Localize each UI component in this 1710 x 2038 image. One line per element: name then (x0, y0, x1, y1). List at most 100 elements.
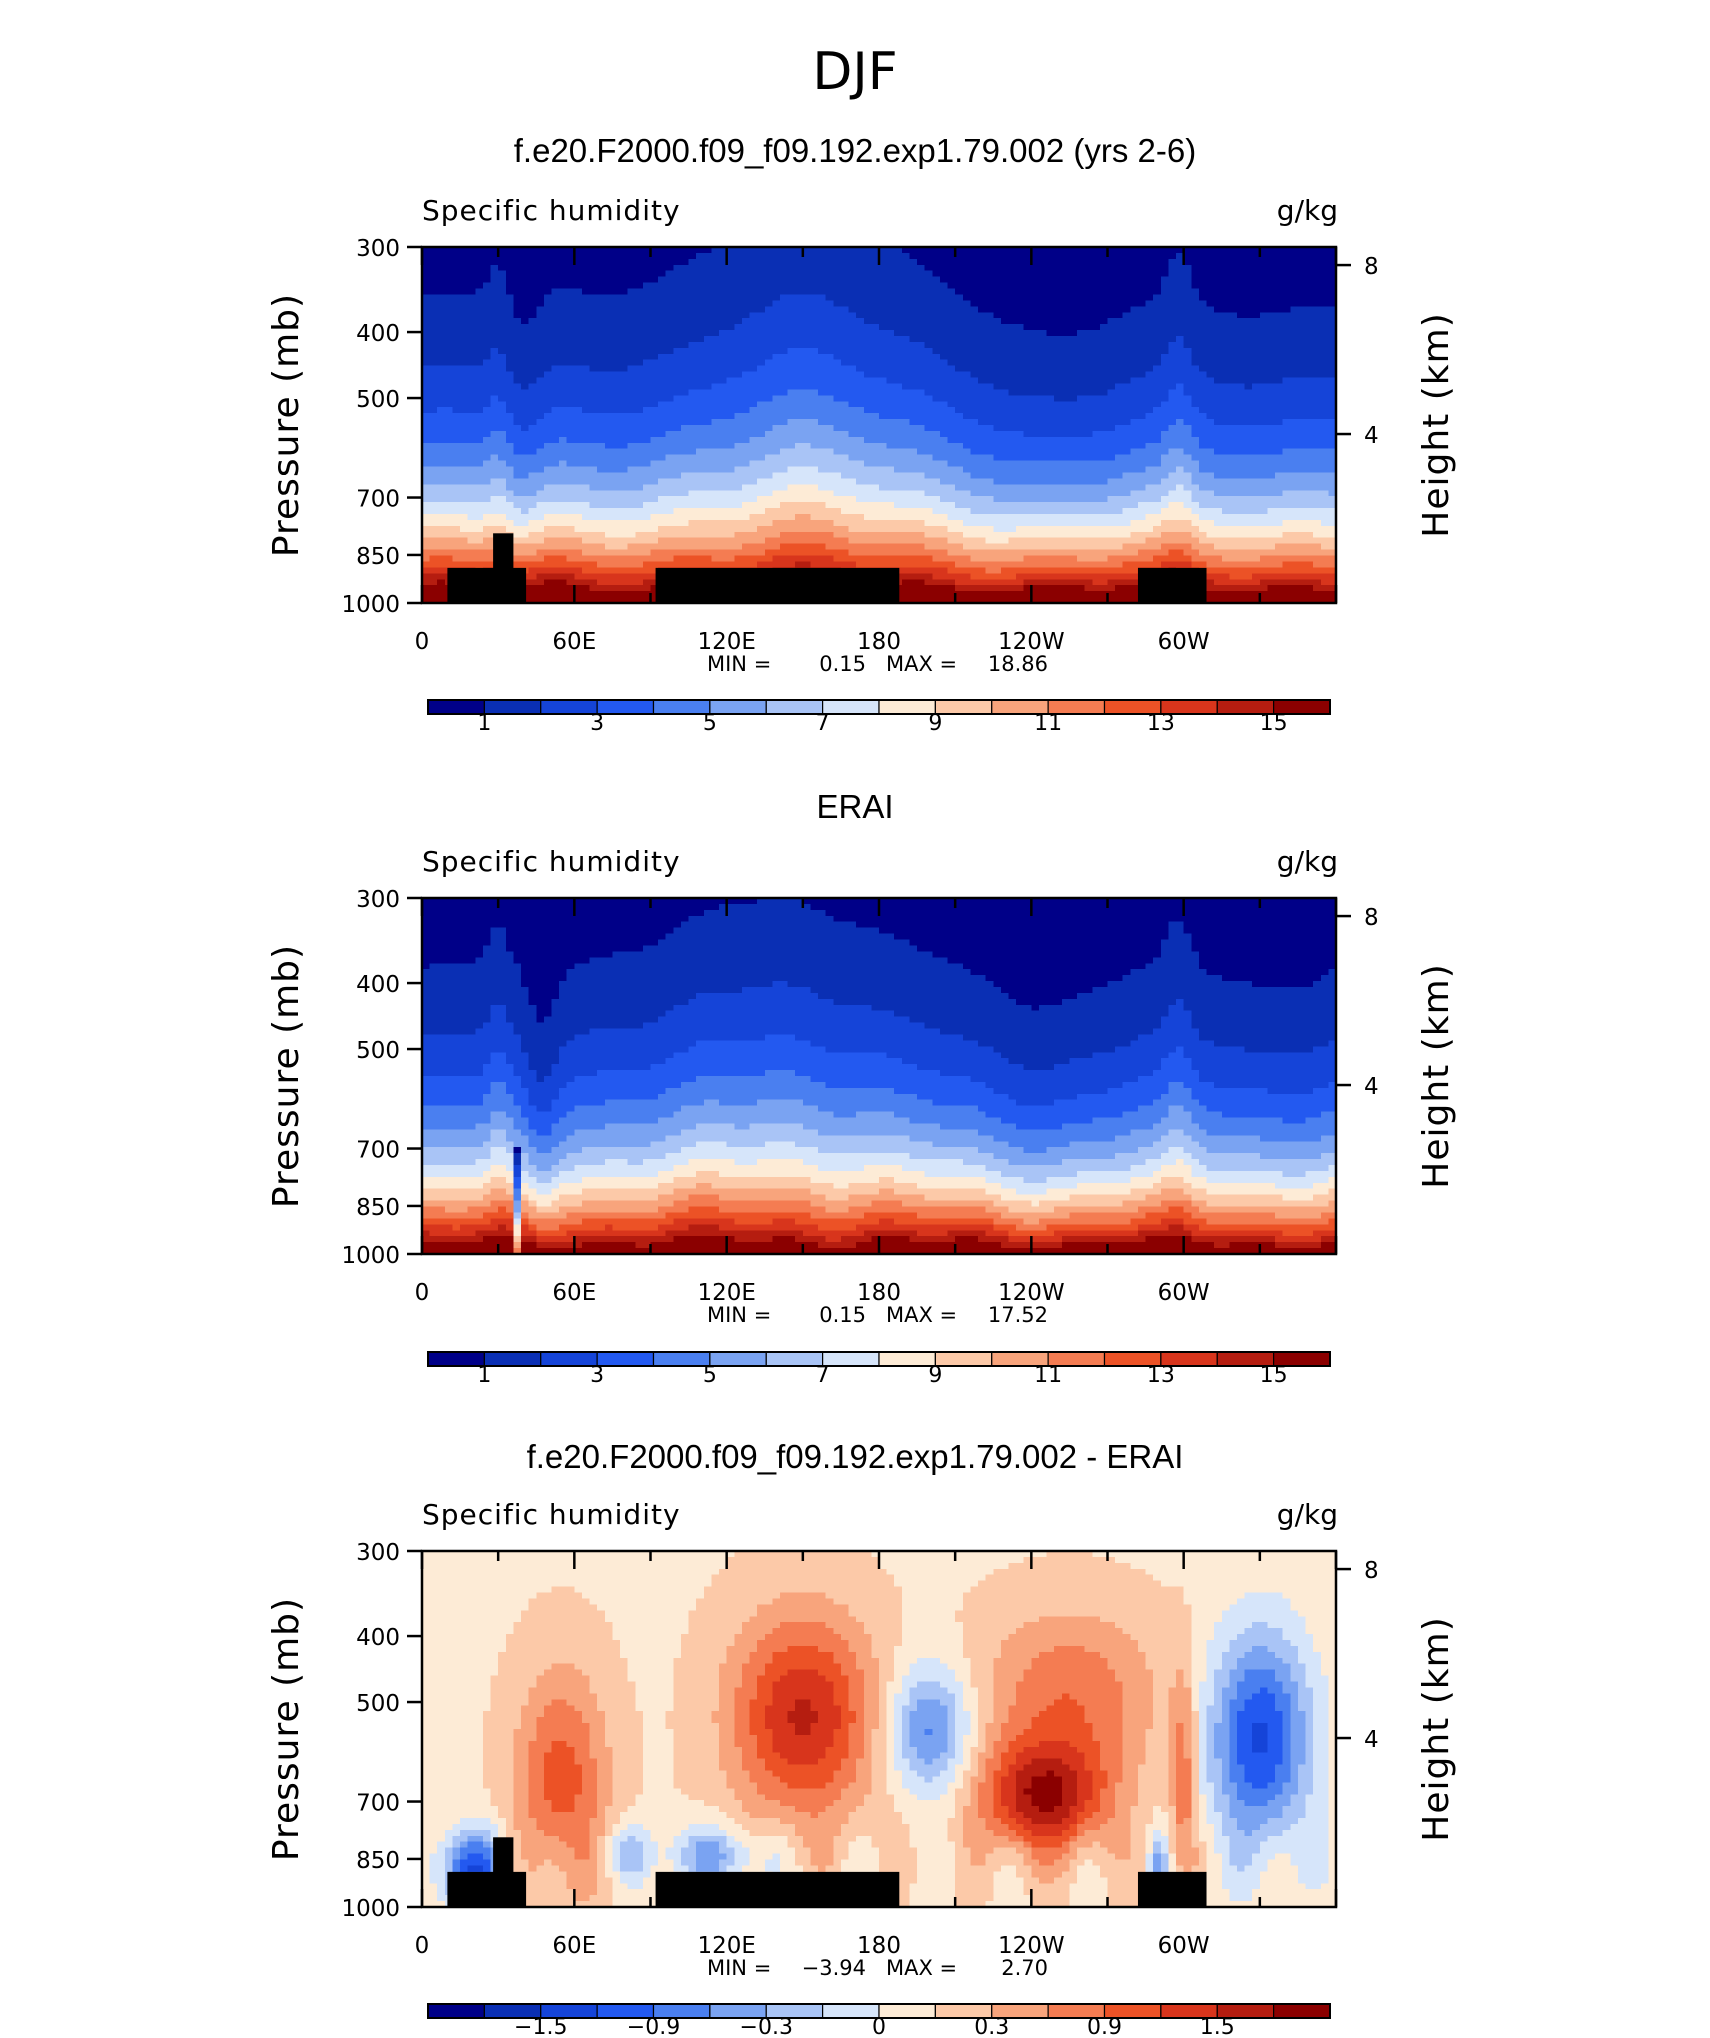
field-cell (566, 294, 575, 301)
field-cell (863, 294, 872, 301)
field-cell (985, 395, 994, 402)
field-cell (795, 454, 804, 462)
field-cell (513, 336, 522, 343)
field-cell (802, 430, 812, 438)
field-cell (559, 395, 568, 402)
field-cell (1031, 401, 1040, 408)
field-cell (604, 389, 614, 396)
field-cell (955, 407, 964, 414)
field-cell (505, 466, 514, 474)
field-cell (1282, 371, 1291, 379)
field-cell (825, 300, 834, 307)
field-cell (1016, 478, 1025, 485)
field-cell (1252, 341, 1261, 349)
field-cell (1206, 425, 1215, 432)
field-cell (1046, 288, 1055, 296)
field-cell (551, 270, 560, 278)
field-cell (871, 425, 880, 432)
field-cell (734, 484, 743, 491)
field-cell (1183, 347, 1192, 355)
field-cell (505, 282, 514, 290)
field-cell (1183, 365, 1192, 373)
field-cell (490, 252, 499, 260)
field-cell (429, 442, 438, 450)
field-cell (856, 318, 865, 325)
field-cell (1191, 306, 1200, 313)
field-cell (1145, 347, 1154, 355)
field-cell (612, 288, 621, 296)
field-cell (1198, 472, 1208, 479)
field-cell (1191, 436, 1200, 444)
field-cell (1145, 365, 1154, 373)
field-cell (581, 413, 591, 420)
field-cell (642, 324, 652, 331)
field-cell (825, 377, 834, 385)
field-cell (429, 430, 438, 438)
field-cell (978, 312, 987, 319)
field-cell (947, 365, 956, 373)
field-cell (1061, 377, 1071, 385)
field-cell (1031, 442, 1040, 450)
field-cell (932, 478, 941, 485)
field-cell (1092, 425, 1101, 432)
field-cell (559, 460, 568, 468)
field-cell (422, 478, 431, 485)
field-cell (993, 430, 1002, 438)
field-cell (1077, 288, 1086, 296)
field-cell (848, 395, 857, 402)
field-cell (955, 436, 964, 444)
field-cell (749, 288, 758, 296)
field-cell (1153, 282, 1162, 290)
field-cell (1214, 330, 1223, 337)
field-cell (871, 413, 880, 420)
field-cell (787, 460, 796, 468)
field-cell (1313, 430, 1322, 438)
field-cell (970, 252, 979, 260)
field-cell (696, 448, 705, 456)
field-cell (620, 430, 629, 438)
field-cell (1153, 478, 1162, 485)
field-cell (635, 484, 644, 491)
field-cell (1313, 448, 1322, 456)
field-cell (1038, 300, 1048, 307)
field-cell (741, 436, 751, 444)
field-cell (429, 359, 438, 367)
field-cell (947, 466, 956, 474)
field-cell (833, 484, 842, 491)
field-cell (901, 419, 911, 426)
field-cell (1099, 401, 1109, 408)
field-cell (1160, 430, 1170, 438)
field-cell (917, 282, 926, 290)
field-cell (909, 419, 918, 426)
field-cell (719, 264, 728, 272)
field-cell (894, 383, 903, 390)
field-cell (1267, 276, 1276, 284)
field-cell (452, 282, 461, 290)
field-cell (970, 258, 979, 266)
field-cell (467, 312, 476, 319)
field-cell (1313, 466, 1322, 474)
field-cell (1236, 419, 1246, 426)
field-cell (1229, 436, 1238, 444)
field-cell (1145, 318, 1154, 325)
field-cell (1153, 454, 1162, 462)
field-cell (833, 247, 842, 254)
field-cell (665, 341, 674, 349)
field-cell (970, 472, 979, 479)
field-cell (437, 324, 446, 331)
field-cell (1130, 454, 1139, 462)
field-cell (886, 484, 895, 491)
field-cell (680, 288, 690, 296)
field-cell (1328, 318, 1337, 325)
field-cell (528, 430, 537, 438)
field-cell (1122, 270, 1131, 278)
field-cell (1176, 472, 1185, 479)
field-cell (1328, 353, 1337, 361)
field-cell (1122, 318, 1131, 325)
field-cell (939, 466, 949, 474)
field-cell (863, 484, 872, 491)
field-cell (970, 365, 979, 373)
field-cell (1275, 395, 1284, 402)
field-cell (749, 448, 758, 456)
field-cell (1313, 288, 1322, 296)
